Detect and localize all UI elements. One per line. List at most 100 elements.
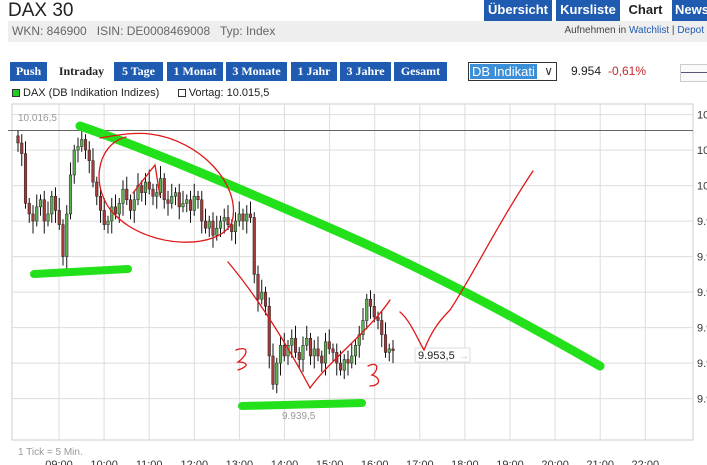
- y-tick-label: 9.990: [697, 216, 707, 228]
- range-3-jahre[interactable]: 3 Jahre: [340, 62, 391, 81]
- y-tick-label: 9.950: [697, 358, 707, 370]
- candle-body: [241, 213, 245, 222]
- watchlist-link[interactable]: Watchlist: [628, 25, 670, 36]
- candle-body: [252, 217, 256, 275]
- red-v-annotation: [227, 170, 534, 390]
- tab-kursliste[interactable]: Kursliste: [556, 0, 620, 21]
- candle-body: [68, 174, 73, 215]
- candle-body: [162, 178, 166, 201]
- y-tick-label: 10.000: [697, 181, 707, 193]
- hand-drawn-annotations: [30, 121, 605, 410]
- candle-body: [147, 181, 151, 190]
- candle-body: [38, 199, 43, 208]
- arrow-right-icon: →: [459, 351, 469, 362]
- candle-body: [290, 337, 294, 346]
- x-tick-label: 22:00: [632, 459, 660, 465]
- candle-body: [80, 139, 84, 147]
- isin: ISIN: DE0008469008: [96, 24, 211, 38]
- candle-body: [271, 355, 275, 385]
- candle-body: [338, 362, 343, 371]
- candle-body: [256, 274, 260, 300]
- candle-body: [106, 220, 110, 225]
- depot-link[interactable]: Depot: [677, 25, 704, 36]
- candle-body: [23, 153, 28, 204]
- candle-body: [188, 199, 193, 211]
- range-3-monate[interactable]: 3 Monate: [226, 62, 287, 81]
- candle-body: [102, 210, 106, 225]
- tab-uebersicht[interactable]: Übersicht: [484, 0, 552, 21]
- candle-body: [121, 188, 125, 204]
- candle-body: [305, 337, 309, 346]
- candle-body: [143, 181, 148, 193]
- y-tick-label: 9.970: [697, 287, 707, 299]
- chart-legend: DAX (DB Indikation Indizes) Vortag: 10.0…: [12, 87, 269, 99]
- x-tick-label: 09:00: [45, 459, 73, 465]
- candle-body: [316, 348, 320, 357]
- range-1-monat[interactable]: 1 Monat: [167, 62, 223, 81]
- candle-body: [263, 291, 268, 307]
- candle-body: [368, 298, 373, 307]
- candle-body: [282, 345, 286, 357]
- range-push[interactable]: Push: [10, 62, 47, 81]
- mini-chart-thumbnail[interactable]: [680, 64, 707, 82]
- candle-body: [383, 334, 388, 353]
- x-tick-label: 15:00: [316, 459, 344, 465]
- candle-body: [57, 210, 61, 225]
- x-tick-label: 12:00: [181, 459, 209, 465]
- range-5-tage[interactable]: 5 Tage: [114, 62, 163, 81]
- x-tick-label: 19:00: [496, 459, 524, 465]
- red-number-2: [235, 348, 247, 371]
- candle-body: [72, 149, 76, 176]
- exchange-select[interactable]: DB Indikati ∨: [468, 62, 557, 81]
- candle-body: [297, 352, 301, 360]
- tab-news[interactable]: News: [672, 0, 707, 21]
- candle-body: [113, 206, 118, 215]
- tab-chart[interactable]: Chart: [623, 0, 668, 21]
- separator: |: [669, 25, 678, 36]
- range-gesamt[interactable]: Gesamt: [394, 62, 447, 81]
- candle-body: [46, 213, 50, 222]
- candle-body: [35, 206, 39, 222]
- previous-swatch: [177, 89, 186, 97]
- x-tick-label: 14:00: [271, 459, 299, 465]
- current-price: 9.954: [571, 64, 602, 78]
- watchlist-prefix: Aufnehmen in: [564, 25, 629, 36]
- candle-body: [230, 224, 234, 232]
- candle-body: [233, 220, 238, 232]
- candle-body: [267, 306, 271, 357]
- candle-body: [158, 178, 163, 193]
- exchange-select-value: DB Indikati: [470, 64, 537, 79]
- candle-body: [275, 362, 279, 385]
- candle-body: [27, 203, 31, 215]
- y-tick-label: 9.980: [697, 252, 707, 264]
- candle-body: [331, 348, 335, 353]
- range-1-jahr[interactable]: 1 Jahr: [291, 62, 337, 81]
- wkn: WKN: 846900: [12, 24, 87, 38]
- candle-body: [155, 192, 159, 197]
- candle-body: [308, 337, 313, 357]
- red-number-3: [367, 363, 380, 387]
- candle-body: [245, 213, 249, 222]
- x-tick-label: 18:00: [451, 459, 479, 465]
- candle-body: [387, 348, 391, 353]
- candle-body: [391, 348, 395, 351]
- legend-previous: Vortag: 10.015,5: [188, 87, 270, 99]
- range-intraday[interactable]: Intraday: [51, 62, 112, 81]
- page-title: DAX 30: [8, 0, 74, 21]
- candle-body: [226, 217, 230, 225]
- last-value-label: 9.953,5: [418, 350, 455, 362]
- x-tick-label: 11:00: [136, 459, 163, 465]
- typ: Typ: Index: [219, 24, 276, 38]
- candle-body: [353, 345, 358, 357]
- red-circle-annotation: [98, 132, 235, 243]
- x-tick-label: 10:00: [90, 459, 118, 465]
- candle-body: [151, 188, 155, 197]
- candle-body: [170, 195, 174, 204]
- candle-body: [346, 359, 350, 364]
- info-bar: WKN: 846900 ISIN: DE0008469008 Typ: Inde…: [8, 21, 707, 42]
- candle-body: [342, 359, 346, 371]
- candle-body: [372, 306, 376, 318]
- candle-body: [380, 320, 384, 335]
- series-swatch: [12, 89, 20, 97]
